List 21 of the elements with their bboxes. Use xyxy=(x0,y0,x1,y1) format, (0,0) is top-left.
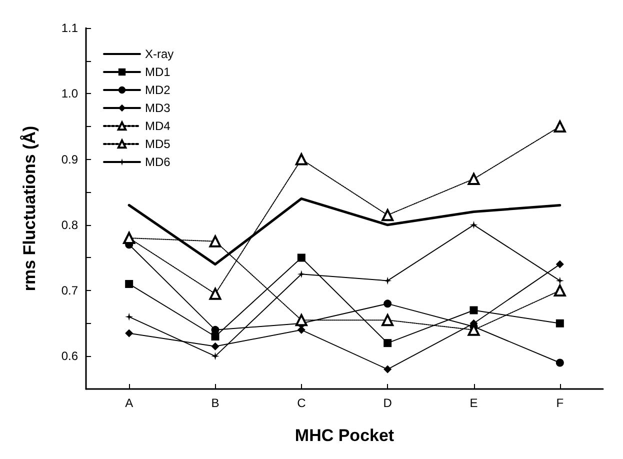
y-axis-title: rms Fluctuations (Å) xyxy=(20,126,39,292)
legend-label: MD5 xyxy=(145,137,171,151)
x-tick-label: F xyxy=(556,396,564,410)
legend-label: MD1 xyxy=(145,65,171,79)
legend-label: MD3 xyxy=(145,101,171,115)
x-tick-label: A xyxy=(125,396,134,410)
y-tick-label: 1.0 xyxy=(61,86,78,101)
x-axis-title: MHC Pocket xyxy=(294,426,394,445)
y-tick-label: 0.8 xyxy=(61,218,78,232)
y-tick-label: 0.9 xyxy=(61,152,78,166)
x-tick-label: E xyxy=(470,396,478,410)
x-tick-label: D xyxy=(383,396,392,410)
y-tick-label: 0.6 xyxy=(61,349,78,364)
legend-label: X-ray xyxy=(145,47,174,61)
y-tick-label: 0.7 xyxy=(61,284,78,298)
legend-label: MD6 xyxy=(145,155,171,169)
x-tick-label: B xyxy=(211,396,220,410)
x-tick-label: C xyxy=(297,396,306,410)
legend-label: MD4 xyxy=(145,119,171,133)
y-tick-label: 1.1 xyxy=(61,21,78,35)
legend-label: MD2 xyxy=(145,83,171,97)
